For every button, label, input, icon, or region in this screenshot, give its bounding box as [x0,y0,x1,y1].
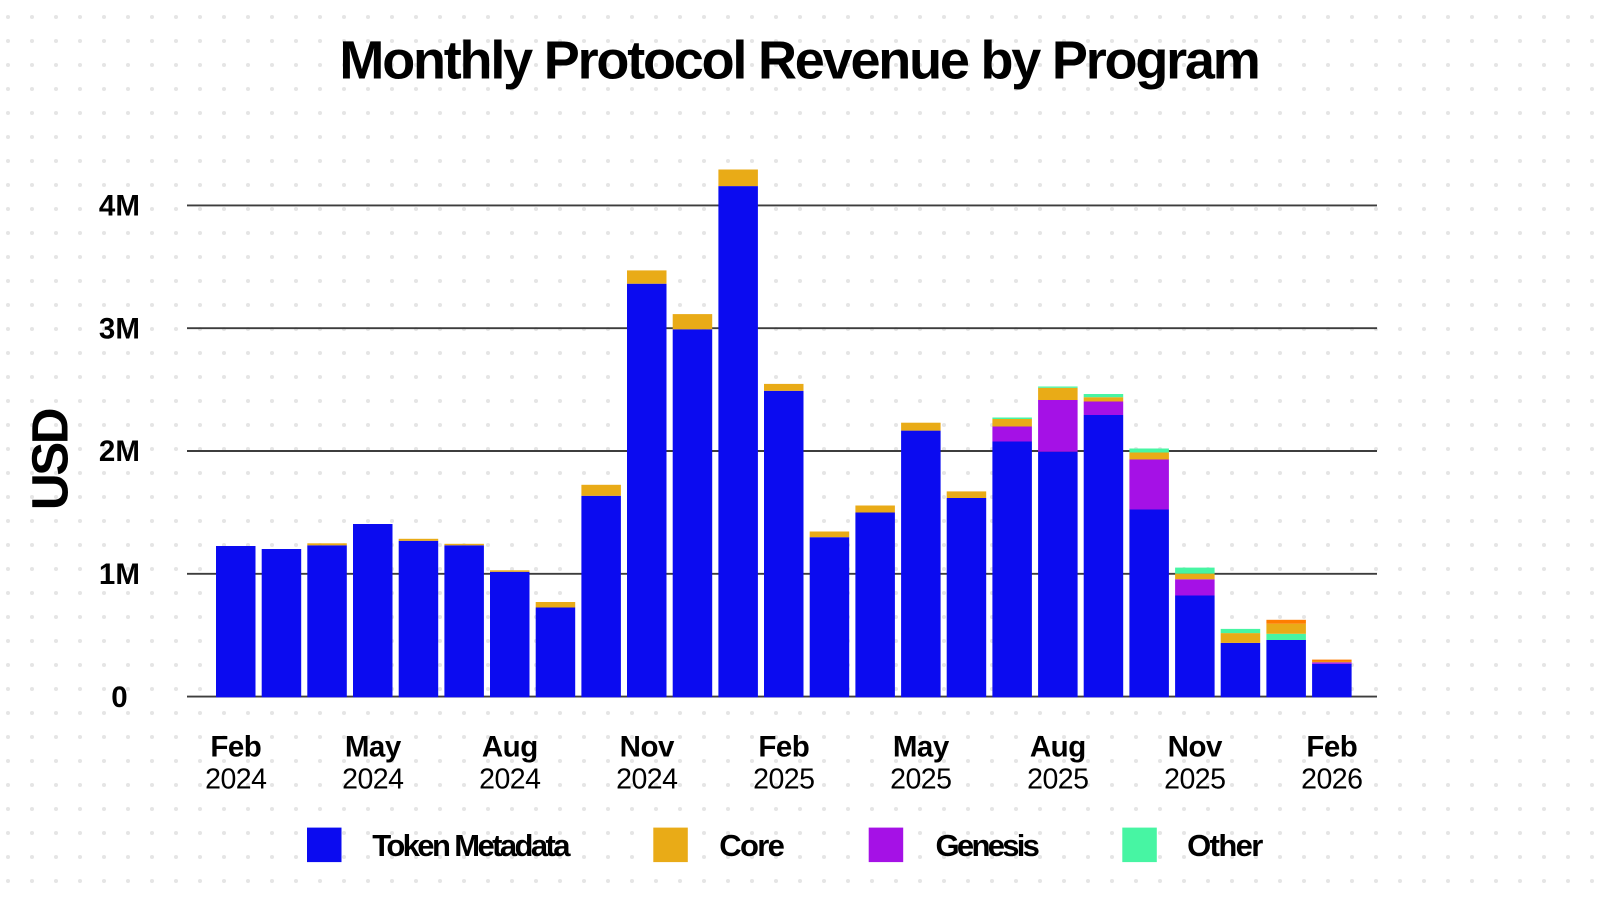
svg-text:2024: 2024 [205,764,267,796]
svg-text:4M: 4M [99,190,140,223]
svg-text:Aug: Aug [1030,731,1086,764]
svg-text:2024: 2024 [342,764,404,796]
svg-text:2M: 2M [99,435,140,468]
svg-text:3M: 3M [99,312,140,345]
svg-text:Feb: Feb [1306,731,1357,764]
svg-text:Feb: Feb [210,731,261,764]
svg-text:2025: 2025 [1027,764,1088,796]
svg-text:1M: 1M [99,558,140,591]
svg-text:Feb: Feb [758,731,809,764]
svg-text:May: May [345,731,402,764]
svg-text:Aug: Aug [482,731,538,764]
svg-text:Monthly Protocol Revenue by Pr: Monthly Protocol Revenue by Program [339,31,1258,91]
svg-text:2024: 2024 [479,764,541,796]
svg-text:Nov: Nov [1168,731,1223,764]
svg-text:Token Metadata: Token Metadata [372,828,571,863]
svg-text:May: May [893,731,950,764]
svg-text:Genesis: Genesis [936,828,1039,863]
svg-text:Core: Core [719,828,784,863]
svg-text:Other: Other [1187,828,1263,863]
svg-text:Nov: Nov [620,731,675,764]
svg-text:2025: 2025 [753,764,814,796]
svg-text:2025: 2025 [890,764,951,796]
svg-text:2024: 2024 [616,764,678,796]
svg-text:USD: USD [22,409,79,510]
svg-text:0: 0 [111,681,127,714]
svg-text:2025: 2025 [1164,764,1225,796]
svg-text:2026: 2026 [1301,764,1362,796]
